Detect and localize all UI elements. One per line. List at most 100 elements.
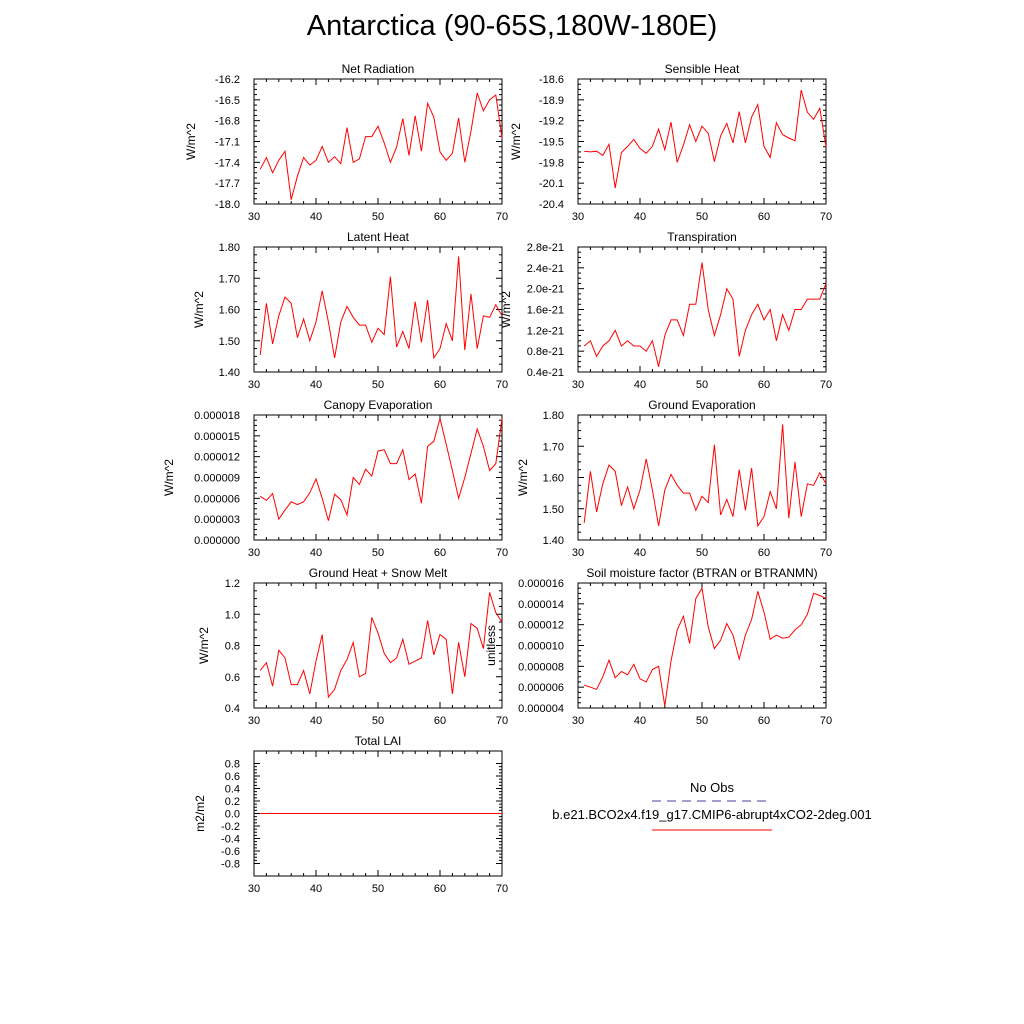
x-tick-label: 50 (696, 379, 708, 391)
panel-2: Sensible Heat W/m^2 30 40 50 60 70 -20.4 -20.1 -1… (509, 62, 832, 223)
y-tick-label: 0.000015 (194, 431, 240, 443)
y-tick-label: 1.50 (219, 336, 240, 348)
panel-7: Ground Heat + Snow Melt W/m^2 30 40 50 60 70 0.… (197, 566, 508, 727)
y-tick-label: 1.60 (543, 473, 564, 485)
y-tick-label: -0.2 (221, 821, 240, 833)
x-tick-label: 50 (372, 379, 384, 391)
y-tick-label: 0.000004 (518, 703, 564, 715)
x-tick-label: 40 (310, 379, 322, 391)
x-tick-label: 30 (572, 379, 584, 391)
y-tick-label: -16.5 (215, 95, 240, 107)
x-tick-label: 30 (248, 547, 260, 559)
x-tick-label: 50 (696, 715, 708, 727)
x-tick-label: 40 (634, 715, 646, 727)
y-tick-label: 0.2 (225, 796, 240, 808)
panel-5: Canopy Evaporation W/m^2 30 40 50 60 70 0.00000… (162, 398, 508, 559)
x-tick-label: 40 (310, 715, 322, 727)
y-axis-label: unitless (484, 625, 498, 666)
panel-9: Total LAI m2/m2 30 40 50 60 70 -0.8-0.6-0.4-0.2… (193, 734, 508, 895)
legend: No Obs b.e21.BCO2x4.f19_g17.CMIP6-abrupt… (552, 780, 872, 831)
x-tick-label: 70 (496, 211, 508, 223)
panel-1: Net Radiation W/m^2 30 40 50 60 70 -18.0 -17.7 -1… (184, 62, 508, 223)
y-tick-label: 1.40 (543, 535, 564, 547)
plot-frame (577, 414, 827, 541)
x-tick-label: 60 (434, 211, 446, 223)
x-tick-label: 70 (820, 715, 832, 727)
y-axis-label: W/m^2 (184, 123, 198, 160)
panel-title: Ground Evaporation (648, 398, 755, 412)
series-line (583, 262, 827, 367)
x-tick-label: 40 (310, 883, 322, 895)
x-tick-label: 30 (572, 715, 584, 727)
x-tick-label: 50 (372, 211, 384, 223)
y-tick-label: -0.6 (221, 846, 240, 858)
x-tick-label: 40 (634, 211, 646, 223)
y-tick-label: 0.000000 (194, 535, 240, 547)
x-tick-label: 60 (758, 379, 770, 391)
plot-frame (253, 246, 503, 373)
y-tick-label: -0.8 (221, 859, 240, 871)
y-tick-label: 0.4 (225, 703, 240, 715)
y-tick-label: 1.2e-21 (527, 325, 564, 337)
x-tick-label: 60 (758, 715, 770, 727)
x-tick-label: 70 (820, 547, 832, 559)
y-tick-label: -20.4 (539, 199, 564, 211)
plot-frame (577, 582, 827, 709)
x-tick-label: 30 (572, 547, 584, 559)
y-axis-label: W/m^2 (499, 291, 513, 328)
y-tick-label: 0.6 (225, 771, 240, 783)
y-tick-label: 2.8e-21 (527, 242, 564, 254)
y-tick-label: 1.6e-21 (527, 305, 564, 317)
x-tick-label: 60 (434, 883, 446, 895)
y-tick-label: 2.4e-21 (527, 263, 564, 275)
y-tick-label: 0.000009 (194, 473, 240, 485)
panel-title: Sensible Heat (665, 62, 740, 76)
x-tick-label: 50 (696, 547, 708, 559)
y-tick-label: 0.4e-21 (527, 367, 564, 379)
panel-title: Total LAI (355, 734, 402, 748)
x-tick-label: 50 (696, 211, 708, 223)
y-tick-label: 0.000012 (194, 452, 240, 464)
y-tick-label: -18.0 (215, 199, 240, 211)
x-tick-label: 70 (496, 883, 508, 895)
x-tick-label: 40 (310, 211, 322, 223)
y-tick-label: -18.6 (539, 74, 564, 86)
y-tick-label: -17.1 (215, 137, 240, 149)
y-tick-label: -18.9 (539, 95, 564, 107)
y-tick-label: 0.000006 (518, 682, 564, 694)
y-tick-label: 2.0e-21 (527, 284, 564, 296)
plot-frame (253, 582, 503, 709)
x-tick-label: 70 (496, 379, 508, 391)
y-tick-label: 0.000014 (518, 599, 564, 611)
panel-title: Transpiration (667, 230, 737, 244)
y-axis-label: W/m^2 (516, 459, 530, 496)
panel-title: Ground Heat + Snow Melt (309, 566, 448, 580)
y-tick-label: -19.5 (539, 137, 564, 149)
y-tick-label: -0.4 (221, 834, 240, 846)
y-tick-label: 1.40 (219, 367, 240, 379)
series-line (259, 592, 503, 699)
y-tick-label: 0.000012 (518, 620, 564, 632)
panel-6: Ground Evaporation W/m^2 30 40 50 60 70 1.40 1.5… (516, 398, 832, 559)
x-tick-label: 30 (248, 379, 260, 391)
series-line (584, 586, 827, 706)
page-title: Antarctica (90-65S,180W-180E) (306, 10, 718, 42)
x-tick-label: 50 (372, 547, 384, 559)
series-line (584, 89, 827, 189)
y-tick-label: 0.0 (225, 809, 240, 821)
x-tick-label: 60 (434, 547, 446, 559)
y-tick-label: -16.2 (215, 74, 240, 86)
x-tick-label: 70 (496, 547, 508, 559)
x-tick-label: 70 (820, 211, 832, 223)
y-axis-label: W/m^2 (162, 459, 176, 496)
x-tick-label: 30 (248, 211, 260, 223)
x-tick-label: 40 (634, 379, 646, 391)
legend-obs-label: No Obs (690, 780, 735, 795)
y-tick-label: 0.4 (225, 784, 240, 796)
y-tick-label: 1.80 (219, 242, 240, 254)
y-tick-label: -17.4 (215, 157, 240, 169)
y-tick-label: 1.70 (219, 273, 240, 285)
panel-title: Soil moisture factor (BTRAN or BTRANMN) (586, 566, 817, 580)
y-tick-label: 1.60 (219, 305, 240, 317)
panel-4: Transpiration W/m^2 30 40 50 60 70 0.4e-21 0.8e-… (499, 230, 832, 391)
